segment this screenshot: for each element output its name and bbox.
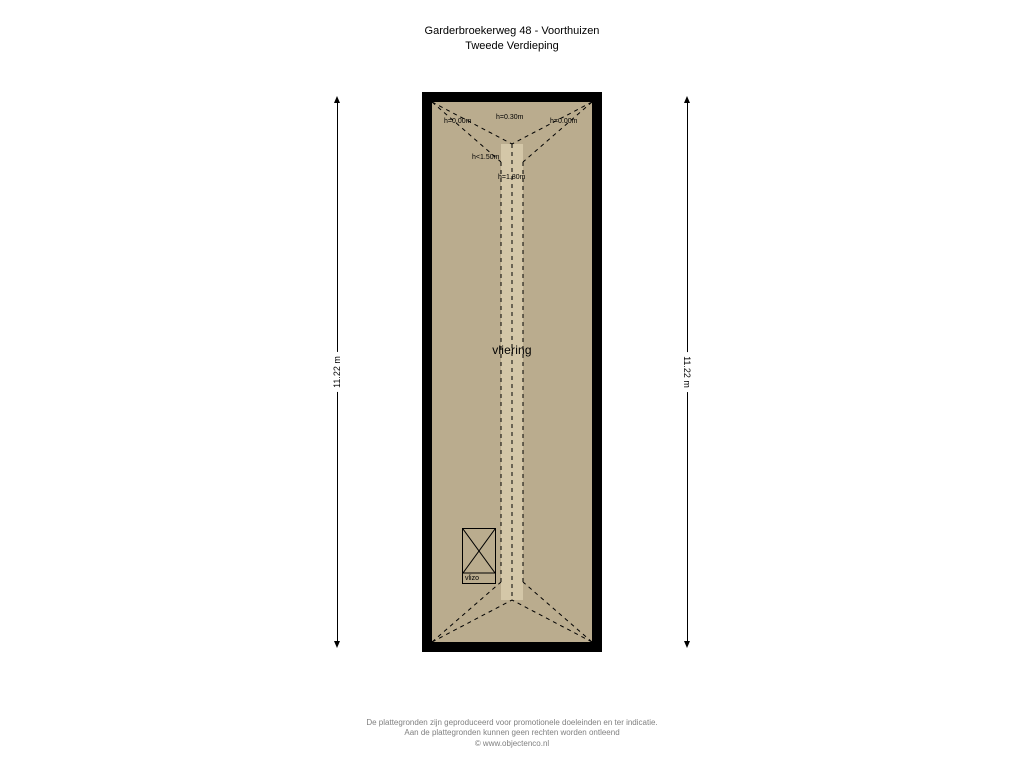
disclaimer-line-1: De plattegronden zijn geproduceerd voor … [0,718,1024,729]
height-label: h=1.80m [498,174,525,181]
attic-hatch: vlizo [462,528,496,584]
copyright-line: © www.objectenco.nl [0,739,1024,750]
height-label: h=0.30m [496,114,523,121]
outer-wall: vliering h=0.00m h=0.30m h=0.00m h<1.50m h=1… [422,92,602,652]
floor-subtitle: Tweede Verdieping [0,39,1024,54]
floorplan: 11.22 m 11.22 m [362,92,662,652]
page-header: Garderbroekerweg 48 - Voorthuizen Tweede… [0,24,1024,54]
dimension-left: 11.22 m [322,92,352,652]
arrow-down-icon [684,641,690,648]
disclaimer-footer: De plattegronden zijn geproduceerd voor … [0,718,1024,750]
height-label: h=0.00m [550,118,577,125]
dimension-right: 11.22 m [672,92,702,652]
dimension-right-label: 11.22 m [682,352,692,392]
floor-area: vliering h=0.00m h=0.30m h=0.00m h<1.50m h=1… [432,102,592,642]
hatch-label: vlizo [465,575,479,582]
disclaimer-line-2: Aan de plattegronden kunnen geen rechten… [0,728,1024,739]
dimension-left-label: 11.22 m [332,352,342,392]
height-label: h=0.00m [444,118,471,125]
arrow-down-icon [334,641,340,648]
room-label: vliering [492,343,532,357]
ridge-strip [501,144,523,600]
height-label: h<1.50m [472,154,499,161]
address-title: Garderbroekerweg 48 - Voorthuizen [0,24,1024,39]
